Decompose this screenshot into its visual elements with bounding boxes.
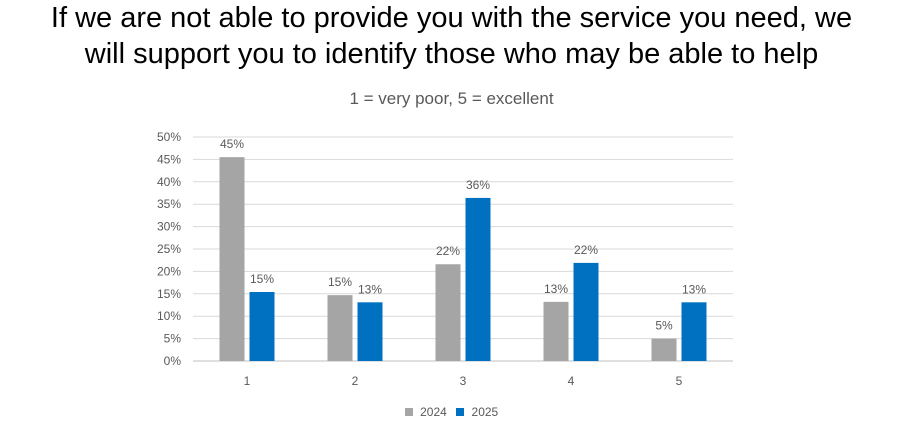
bar-2024-cat-1 (219, 157, 245, 361)
y-tick-label: 20% (157, 264, 181, 278)
data-label: 22% (574, 243, 598, 257)
bar-2025-cat-3 (465, 197, 491, 361)
bar-2025-cat-2 (357, 302, 383, 361)
legend-swatch-2024 (404, 408, 413, 416)
bar-2024-cat-2 (327, 295, 353, 361)
y-tick-label: 30% (157, 220, 181, 234)
legend-swatch-2025 (456, 408, 465, 416)
x-tick-label: 3 (460, 374, 467, 388)
data-label: 15% (328, 275, 352, 289)
x-tick-label: 4 (568, 374, 575, 388)
x-tick-label: 1 (244, 374, 251, 388)
legend-item-2025: 2025 (456, 405, 498, 419)
y-tick-label: 45% (157, 152, 181, 166)
bar-2025-cat-5 (681, 302, 707, 361)
title-line-2: will support you to identify those who m… (84, 38, 819, 70)
data-label: 13% (544, 282, 568, 296)
data-label: 36% (466, 178, 490, 192)
y-tick-label: 0% (164, 354, 182, 368)
data-label: 45% (220, 137, 244, 151)
slide-title: If we are not able to provide you with t… (0, 0, 903, 72)
bar-2024-cat-4 (543, 301, 569, 361)
bar-2024-cat-5 (651, 338, 677, 361)
bar-2024-cat-3 (435, 264, 461, 361)
y-tick-label: 25% (157, 242, 181, 256)
data-label: 15% (250, 272, 274, 286)
x-tick-label: 5 (676, 374, 683, 388)
legend-item-2024: 2024 (404, 405, 447, 419)
y-tick-label: 15% (157, 287, 181, 301)
y-tick-label: 10% (157, 309, 181, 323)
legend-label-2024: 2024 (420, 405, 447, 419)
data-label: 22% (436, 244, 460, 258)
data-label: 5% (655, 319, 673, 333)
title-line-1: If we are not able to provide you with t… (50, 2, 853, 34)
y-tick-label: 50% (157, 130, 181, 144)
legend-label-2025: 2025 (471, 405, 499, 419)
data-label: 13% (682, 282, 706, 296)
y-tick-label: 35% (157, 197, 181, 211)
x-tick-label: 2 (352, 374, 359, 388)
y-tick-label: 5% (164, 332, 182, 346)
data-label: 13% (358, 282, 382, 296)
bar-2025-cat-1 (249, 292, 275, 361)
chart-subtitle: 1 = very poor, 5 = excellent (349, 89, 554, 108)
bar-2025-cat-4 (573, 262, 599, 361)
chart-legend: 2024 2025 (0, 405, 903, 419)
y-tick-label: 40% (157, 175, 181, 189)
